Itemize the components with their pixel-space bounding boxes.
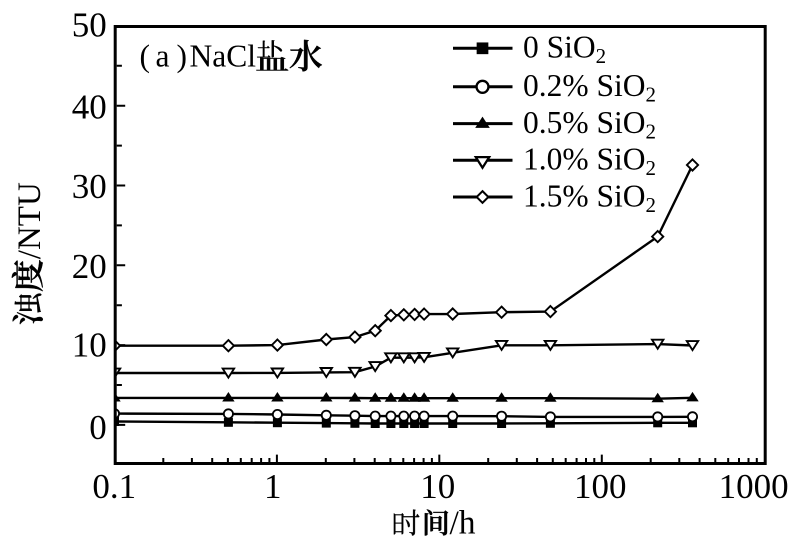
svg-text:a: a (156, 39, 170, 74)
svg-text:1.5% SiO2: 1.5% SiO2 (523, 178, 656, 217)
svg-text:0: 0 (89, 408, 107, 447)
svg-text:0.5% SiO2: 0.5% SiO2 (523, 105, 656, 144)
svg-text:20: 20 (72, 247, 107, 286)
svg-text:1.0% SiO2: 1.0% SiO2 (523, 142, 656, 181)
svg-text:1: 1 (264, 467, 282, 506)
svg-text:): ) (177, 39, 188, 74)
svg-text:30: 30 (72, 167, 107, 206)
svg-text:10: 10 (420, 467, 455, 506)
svg-text:50: 50 (72, 6, 107, 45)
svg-text:0.2% SiO2: 0.2% SiO2 (523, 68, 656, 107)
svg-text:40: 40 (72, 87, 107, 126)
svg-text:10: 10 (72, 326, 107, 365)
svg-text:0.1: 0.1 (92, 467, 136, 506)
svg-text:1000: 1000 (719, 467, 789, 506)
svg-text:/NTU: /NTU (12, 182, 48, 259)
svg-text:NaCl: NaCl (190, 39, 257, 74)
svg-text:/h: /h (450, 504, 476, 541)
svg-text:(: ( (140, 39, 151, 74)
svg-text:100: 100 (574, 467, 627, 506)
svg-text:0 SiO2: 0 SiO2 (523, 30, 606, 69)
